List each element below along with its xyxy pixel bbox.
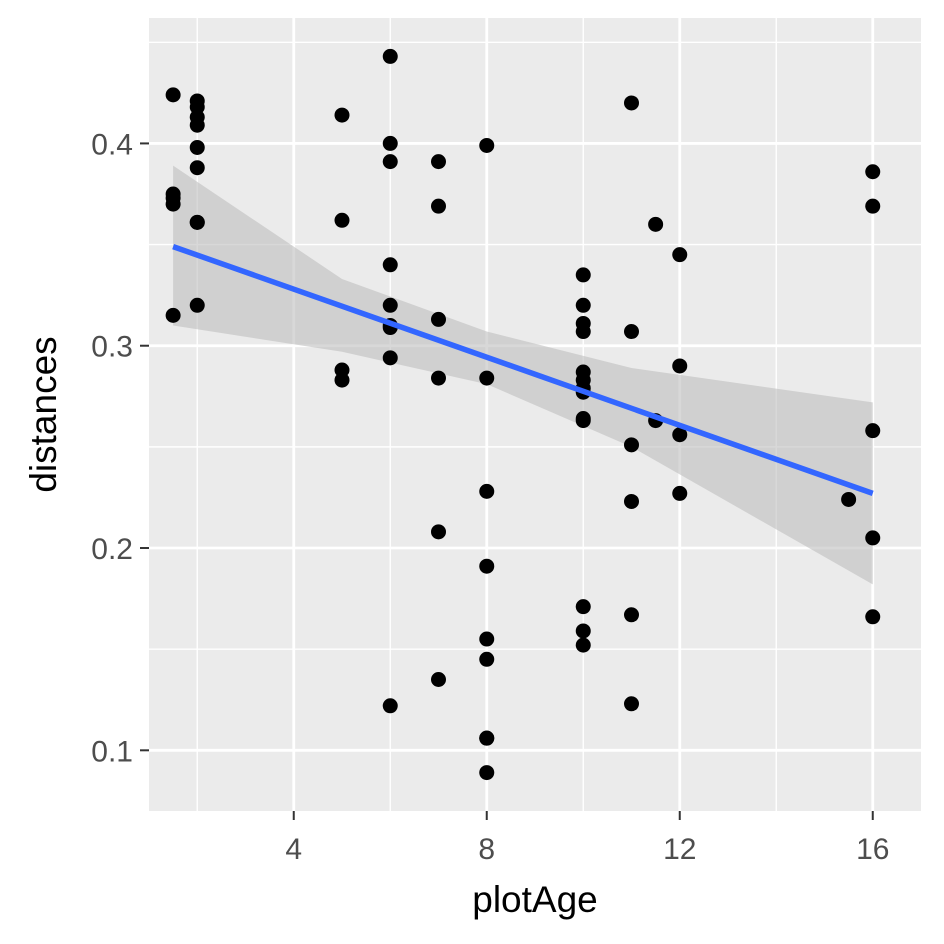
data-point — [165, 87, 181, 103]
x-axis-ticks: 4 8 12 16 — [285, 811, 889, 866]
data-point — [575, 413, 591, 429]
data-point — [575, 267, 591, 283]
data-point — [382, 350, 398, 366]
data-point — [431, 154, 446, 170]
data-point — [382, 257, 398, 273]
data-point — [575, 324, 591, 340]
data-point — [382, 48, 398, 64]
data-point — [189, 160, 205, 176]
data-point — [165, 307, 181, 323]
data-point — [334, 212, 350, 228]
data-point — [672, 485, 688, 501]
data-point — [189, 117, 205, 133]
y-tick-label: 0.2 — [91, 533, 133, 566]
data-point — [841, 491, 857, 507]
data-point — [575, 297, 591, 313]
data-point — [624, 493, 639, 509]
confidence-band — [173, 165, 873, 585]
x-axis-title: plotAge — [472, 879, 598, 920]
data-point — [189, 214, 205, 230]
data-point — [672, 358, 688, 374]
data-point — [865, 423, 881, 439]
data-point — [382, 297, 398, 313]
x-tick-label: 12 — [663, 833, 696, 866]
data-point — [479, 370, 495, 386]
data-point — [334, 372, 350, 388]
data-point — [479, 631, 495, 647]
data-point — [865, 530, 881, 546]
data-point — [575, 599, 591, 615]
data-point — [431, 524, 446, 540]
data-point — [431, 198, 446, 214]
data-point — [575, 637, 591, 653]
data-point — [431, 672, 446, 688]
regression-line — [172, 244, 874, 496]
x-tick-label: 4 — [285, 833, 302, 866]
data-point — [382, 154, 398, 170]
y-tick-label: 0.1 — [91, 735, 133, 768]
data-point — [624, 437, 639, 453]
data-point — [865, 198, 881, 214]
data-point — [189, 297, 205, 313]
data-point — [575, 623, 591, 639]
data-point — [624, 696, 639, 712]
data-point — [865, 609, 881, 625]
data-points — [165, 48, 881, 781]
data-point — [382, 135, 398, 151]
data-point — [479, 558, 495, 574]
data-point — [672, 247, 688, 263]
data-point — [165, 196, 181, 212]
data-point — [479, 137, 495, 153]
y-tick-label: 0.4 — [91, 128, 133, 161]
data-point — [189, 139, 205, 155]
y-axis-ticks: 0.1 0.2 0.3 0.4 — [91, 128, 149, 768]
data-point — [334, 107, 350, 123]
data-point — [431, 311, 446, 327]
data-point — [479, 651, 495, 667]
x-tick-label: 16 — [856, 833, 889, 866]
data-point — [479, 730, 495, 746]
data-point — [382, 698, 398, 714]
x-tick-label: 8 — [478, 833, 495, 866]
data-point — [624, 95, 639, 111]
y-axis-title: distances — [23, 336, 64, 492]
data-point — [624, 607, 639, 623]
data-point — [479, 765, 495, 781]
data-point — [431, 370, 446, 386]
data-point — [672, 427, 688, 443]
data-point — [624, 324, 639, 340]
y-tick-label: 0.3 — [91, 331, 133, 364]
data-point — [479, 483, 495, 499]
data-point — [648, 216, 664, 232]
data-point — [865, 164, 881, 180]
